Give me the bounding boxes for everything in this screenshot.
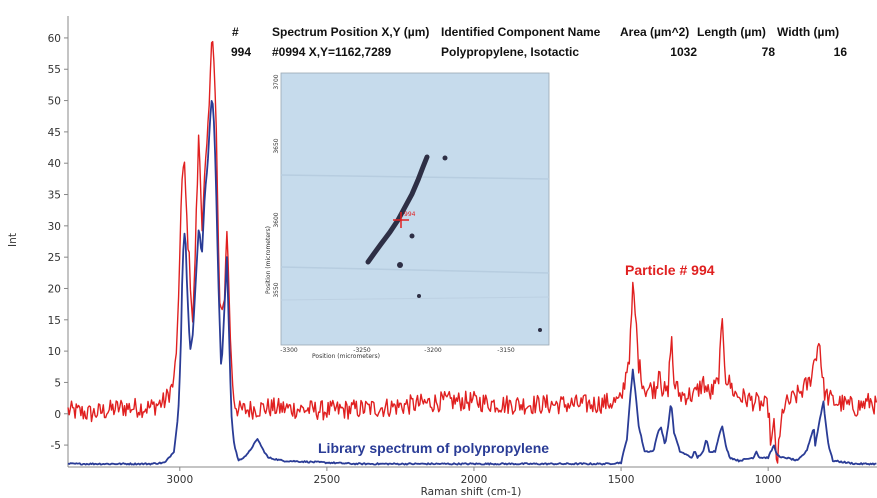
inset-xtick: -3150 xyxy=(497,347,515,354)
table-header-component: Identified Component Name xyxy=(441,25,601,39)
y-tick-label: 5 xyxy=(54,377,61,389)
inset-speck xyxy=(442,155,448,161)
x-tick-label: 3000 xyxy=(166,474,193,486)
x-tick-label: 2500 xyxy=(314,474,341,486)
series-group xyxy=(67,40,877,466)
y-tick-label: 30 xyxy=(48,221,61,233)
inset-speck xyxy=(538,328,542,332)
particle-spectrum-line xyxy=(67,40,877,464)
x-tick-label: 1500 xyxy=(608,474,635,486)
y-tick-label: 35 xyxy=(48,190,61,202)
particle-label: Particle # 994 xyxy=(625,262,715,278)
inset-xtick: -3300 xyxy=(280,347,298,354)
table-cell-component: Polypropylene, Isotactic xyxy=(441,45,579,59)
x-axis-title: Raman shift (cm-1) xyxy=(421,486,522,498)
y-tick-label: 40 xyxy=(48,158,61,170)
y-tick-label: 25 xyxy=(48,252,61,264)
inset-streak xyxy=(280,266,550,274)
y-tick-label: 0 xyxy=(54,409,61,421)
table-cell-length: 78 xyxy=(762,45,776,59)
inset-speck xyxy=(417,294,421,298)
library-label: Library spectrum of polypropylene xyxy=(318,440,549,456)
table-cell-area: 1032 xyxy=(670,45,697,59)
y-axis-title: Int xyxy=(7,233,19,247)
table-header-area: Area (µm^2) xyxy=(620,25,689,39)
y-tick-label: -5 xyxy=(51,440,61,452)
inset-xtick: -3200 xyxy=(424,347,442,354)
table-cell-number: 994 xyxy=(231,45,251,59)
inset-image xyxy=(280,72,550,346)
y-tick-label: 10 xyxy=(48,346,61,358)
inset-ytick: 3650 xyxy=(273,138,280,153)
inset-ytick: 3600 xyxy=(273,212,280,227)
inset-speck xyxy=(397,262,403,268)
x-ticks: 3000 2500 2000 1500 1000 xyxy=(166,467,782,486)
inset-streak xyxy=(280,174,550,180)
y-tick-label: 50 xyxy=(48,96,61,108)
y-tick-label: 55 xyxy=(48,64,61,76)
inset-marker-label: 994 xyxy=(404,211,416,218)
table-header-number: # xyxy=(232,25,239,39)
y-tick-label: 20 xyxy=(48,283,61,295)
particle-image-inset: 994 -3300 -3250 -3200 -3150 Position (mi… xyxy=(265,70,553,360)
inset-ytick: 3700 xyxy=(273,74,280,89)
library-spectrum-line xyxy=(67,100,877,466)
inset-ytick: 3550 xyxy=(273,282,280,297)
x-tick-label: 1000 xyxy=(755,474,782,486)
table-header-width: Width (µm) xyxy=(777,25,839,39)
inset-speck xyxy=(409,233,415,239)
table-cell-position: #0994 X,Y=1162,7289 xyxy=(272,45,391,59)
inset-ylabel: Position (micrometers) xyxy=(265,226,272,294)
table-header-length: Length (µm) xyxy=(697,25,766,39)
y-tick-label: 45 xyxy=(48,127,61,139)
table-header-position: Spectrum Position X,Y (µm) xyxy=(272,25,429,39)
y-tick-label: 60 xyxy=(48,33,61,45)
inset-streak xyxy=(280,296,550,301)
results-table: # Spectrum Position X,Y (µm) Identified … xyxy=(231,25,847,59)
inset-xtick: -3250 xyxy=(353,347,371,354)
y-tick-label: 15 xyxy=(48,315,61,327)
y-ticks: -5 0 5 10 15 20 25 30 35 40 45 50 55 60 xyxy=(48,33,68,452)
x-tick-label: 2000 xyxy=(461,474,488,486)
inset-xlabel: Position (micrometers) xyxy=(312,353,380,360)
table-cell-width: 16 xyxy=(834,45,848,59)
